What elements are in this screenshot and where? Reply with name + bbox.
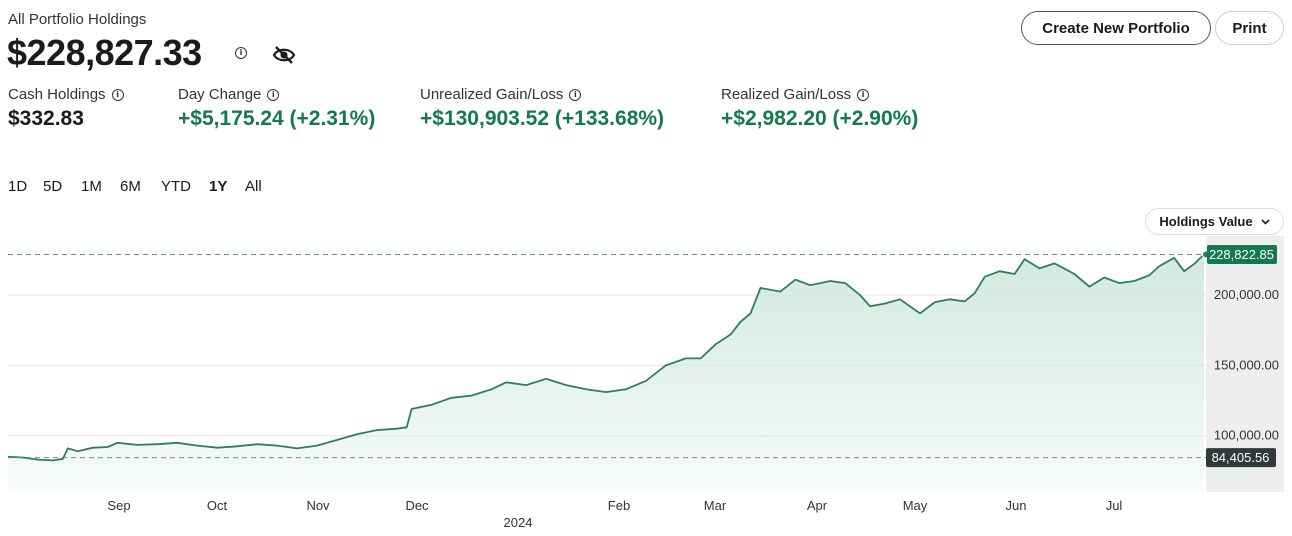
day-change-label: Day Change i (178, 86, 280, 103)
x-tick-label: Jun (1006, 498, 1027, 513)
page-title: All Portfolio Holdings (8, 11, 147, 28)
current-value-badge: 228,822.85 (1207, 245, 1277, 265)
range-6m[interactable]: 6M (120, 178, 141, 195)
y-tick-label: 150,000.00 (1214, 357, 1279, 372)
series-line (7, 253, 1205, 462)
holdings-value-chart: 100,000.00 150,000.00 200,000.00 228,822.8… (7, 236, 1284, 530)
y-axis-ticks: 100,000.00 150,000.00 200,000.00 (1214, 287, 1279, 443)
realized-gain-loss-label: Realized Gain/Loss i (721, 86, 870, 103)
cash-holdings-label: Cash Holdings i (8, 86, 124, 103)
y-tick-label: 200,000.00 (1214, 287, 1279, 302)
holdings-value-dropdown[interactable]: Holdings Value (1145, 208, 1284, 235)
portfolio-total-value: $228,827.33 (7, 32, 202, 73)
info-icon[interactable]: i (235, 47, 247, 59)
create-new-portfolio-button[interactable]: Create New Portfolio (1021, 11, 1211, 45)
unrealized-gain-loss-value: +$130,903.52 (+133.68%) (420, 107, 665, 130)
unrealized-gain-loss-label: Unrealized Gain/Loss i (420, 86, 582, 103)
x-tick-label: Nov (306, 498, 330, 513)
cash-holdings-value: $332.83 (8, 107, 84, 130)
min-value-badge: 84,405.56 (1206, 448, 1276, 468)
range-5d[interactable]: 5D (43, 178, 63, 195)
range-1m[interactable]: 1M (81, 178, 102, 195)
range-1y[interactable]: 1Y (209, 178, 228, 195)
min-value-label: 84,405.56 (1212, 450, 1270, 465)
range-all[interactable]: All (245, 178, 262, 195)
x-axis-year-label: 2024 (504, 515, 533, 530)
info-icon[interactable]: i (569, 88, 582, 101)
x-tick-label: Jul (1106, 498, 1123, 513)
area-fill (8, 254, 1204, 492)
x-tick-label: Mar (704, 498, 727, 513)
info-icon[interactable]: i (267, 88, 280, 101)
eye-off-icon[interactable] (272, 44, 296, 66)
day-change-value: +$5,175.24 (+2.31%) (178, 107, 376, 130)
y-tick-label: 100,000.00 (1214, 428, 1279, 443)
x-tick-label: Dec (405, 498, 429, 513)
x-tick-label: Feb (608, 498, 630, 513)
info-icon[interactable]: i (857, 88, 870, 101)
info-icon[interactable]: i (111, 88, 124, 101)
x-tick-label: Oct (207, 498, 228, 513)
current-value-label: 228,822.85 (1209, 247, 1274, 262)
x-tick-label: Sep (107, 498, 130, 513)
realized-gain-loss-value: +$2,982.20 (+2.90%) (721, 107, 919, 130)
range-ytd[interactable]: YTD (161, 178, 191, 195)
chevron-down-icon (1261, 218, 1270, 225)
x-axis-ticks: Sep Oct Nov Dec Feb Mar Apr May Jun Jul (107, 498, 1122, 513)
x-tick-label: Apr (807, 498, 828, 513)
print-button[interactable]: Print (1215, 11, 1284, 45)
x-tick-label: May (903, 498, 928, 513)
range-1d[interactable]: 1D (8, 178, 28, 195)
